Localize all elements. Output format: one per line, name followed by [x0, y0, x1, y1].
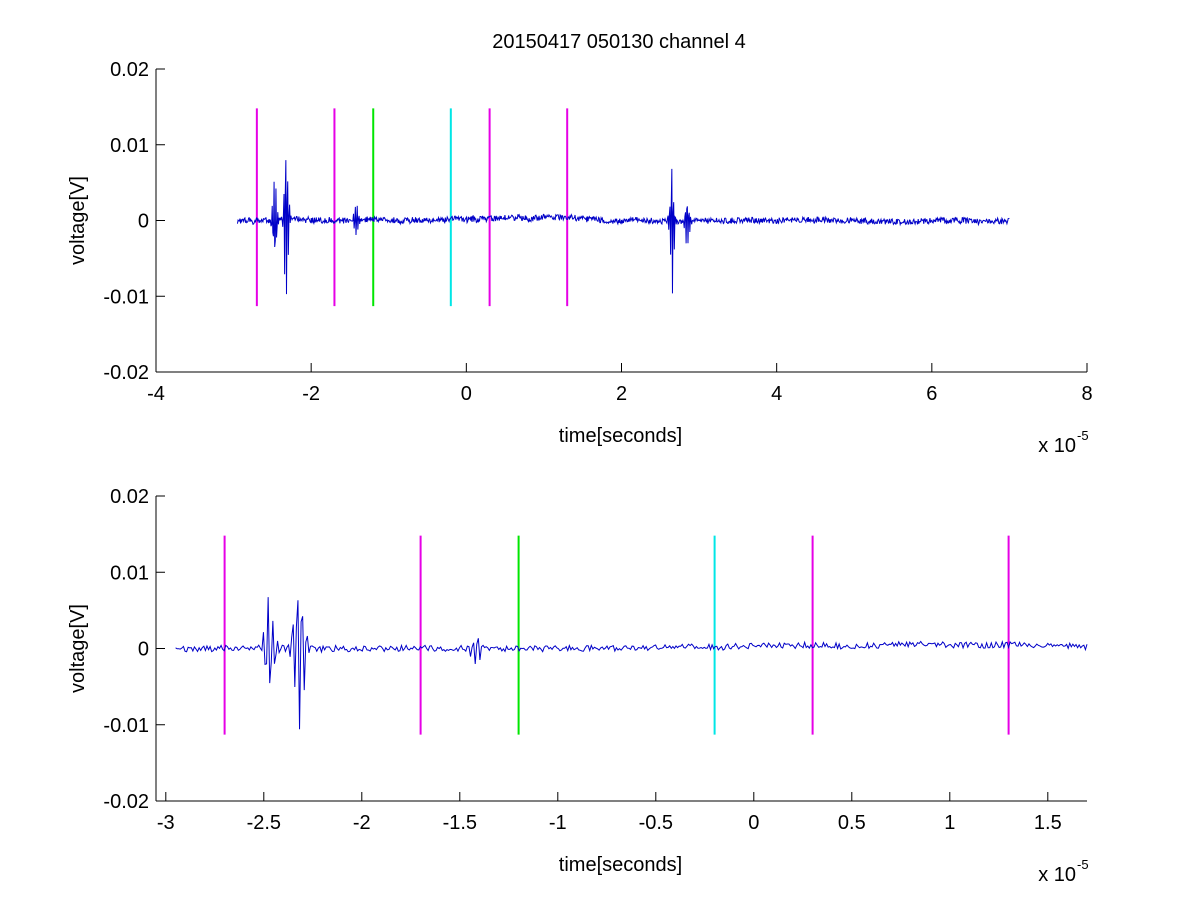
y-tick-label: 0.01: [110, 135, 149, 157]
x-tick-label: 8: [1081, 383, 1092, 405]
bottom-plot: -0.02 -0.01 0 0.01 0.02 -3 -2.5 -2 -1.5 -1 -0.5 0 0.…: [67, 486, 1089, 886]
x-multiplier-exponent: -5: [1077, 857, 1089, 872]
x-tick-label: 4: [771, 383, 782, 405]
x-tick-label: 6: [926, 383, 937, 405]
x-multiplier-base: x 10: [1038, 435, 1076, 457]
x-tick-label: 0: [461, 383, 472, 405]
x-tick-label: 0: [748, 812, 759, 834]
x-axis-label: time[seconds]: [559, 854, 682, 876]
signal-trace-line: [175, 597, 1088, 730]
y-tick-label: 0.02: [110, 59, 149, 81]
y-axis-label: voltage[V]: [67, 176, 89, 265]
y-tick-label: 0: [138, 639, 149, 661]
x-multiplier-exponent: -5: [1077, 428, 1089, 443]
y-axis-label: voltage[V]: [67, 604, 89, 693]
x-axis-label: time[seconds]: [559, 425, 682, 447]
y-tick-label: -0.02: [103, 362, 149, 384]
y-tick-label: -0.01: [103, 715, 149, 737]
y-tick-label: 0.01: [110, 562, 149, 584]
y-tick-label: 0.02: [110, 486, 149, 508]
x-tick-label: -2.5: [247, 812, 281, 834]
signal-trace-line: [236, 160, 1010, 295]
x-tick-label: 0.5: [838, 812, 866, 834]
y-tick-label: -0.02: [103, 791, 149, 813]
x-tick-label: -1: [549, 812, 567, 834]
x-tick-label: 1: [944, 812, 955, 834]
x-tick-label: -1.5: [443, 812, 477, 834]
x-multiplier-base: x 10: [1038, 864, 1076, 886]
y-tick-label: -0.01: [103, 286, 149, 308]
x-tick-label: -2: [302, 383, 320, 405]
x-tick-label: 1.5: [1034, 812, 1062, 834]
figure-title: 20150417 050130 channel 4: [492, 31, 746, 53]
y-tick-label: 0: [138, 211, 149, 233]
x-tick-label: -4: [147, 383, 165, 405]
top-plot: -0.02 -0.01 0 0.01 0.02 -4 -2 0 2 4 6 8 time[seconds…: [67, 59, 1093, 457]
x-tick-label: 2: [616, 383, 627, 405]
x-tick-label: -0.5: [639, 812, 673, 834]
x-tick-label: -3: [157, 812, 175, 834]
x-tick-label: -2: [353, 812, 371, 834]
